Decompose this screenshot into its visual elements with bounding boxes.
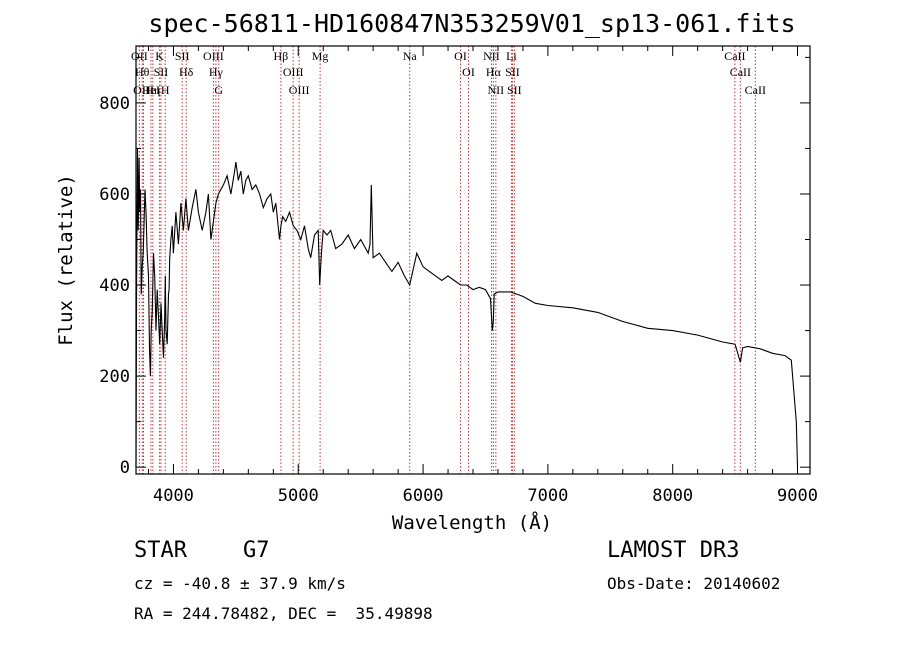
survey-name: LAMOST DR3 <box>607 538 740 563</box>
x-tick-label: 6000 <box>403 486 444 506</box>
line-label-na: Na <box>403 49 418 63</box>
line-label-mg: Mg <box>312 49 329 63</box>
line-label-g: G <box>214 83 223 97</box>
line-label-hη: Hη <box>145 83 160 97</box>
line-label-nii: NII <box>483 49 500 63</box>
line-label-h: H <box>161 83 170 97</box>
line-label-hγ: Hγ <box>209 65 224 79</box>
line-label-oi: OI <box>454 49 467 63</box>
line-label-sii: SII <box>175 49 190 63</box>
line-label-li: Li <box>506 49 517 63</box>
y-tick-label: 200 <box>99 367 130 387</box>
line-label-oiii: OIII <box>203 49 224 63</box>
coordinates: RA = 244.78482, DEC = 35.49898 <box>134 604 433 623</box>
y-tick-label: 0 <box>120 458 130 478</box>
x-axis-label: Wavelength (Å) <box>392 511 552 534</box>
line-label-hδ: Hδ <box>179 65 194 79</box>
line-label-oiii: OIII <box>289 83 310 97</box>
line-label-sii: SII <box>154 65 169 79</box>
spectral-subclass: G7 <box>243 538 270 563</box>
line-label-hθ: Hθ <box>135 65 150 79</box>
spectral-line-markers <box>138 46 756 474</box>
line-label-caii: CaII <box>745 83 766 97</box>
plot-frame <box>135 45 811 475</box>
line-label-oiii: OIII <box>283 65 304 79</box>
x-tick-label: 5000 <box>278 486 319 506</box>
y-axis: 0 200 400 600 800 <box>99 56 810 478</box>
x-tick-label: 8000 <box>652 486 693 506</box>
chart-title: spec-56811-HD160847N353259V01_sp13-061.f… <box>148 9 795 38</box>
line-label-hei: HeI <box>142 83 160 97</box>
y-axis-label: Flux (relative) <box>55 174 77 346</box>
object-class: STAR <box>134 538 187 563</box>
line-label-hβ: Hβ <box>274 49 289 63</box>
x-tick-label: 7000 <box>527 486 568 506</box>
line-label-oi: OI <box>462 65 475 79</box>
line-label-nii: NII <box>488 83 505 97</box>
x-tick-label: 9000 <box>777 486 818 506</box>
observation-date: Obs-Date: 20140602 <box>607 574 781 593</box>
line-label-sii: SII <box>505 65 520 79</box>
x-tick-label: 4000 <box>153 486 194 506</box>
line-label-caii: CaII <box>724 49 745 63</box>
y-tick-label: 400 <box>99 276 130 296</box>
line-label-oiii: OIII <box>133 83 154 97</box>
radial-velocity: cz = -40.8 ± 37.9 km/s <box>134 574 346 593</box>
x-axis: 4000 5000 6000 7000 8000 9000 <box>147 46 818 506</box>
line-label-k: K <box>155 49 164 63</box>
y-tick-label: 600 <box>99 185 130 205</box>
line-label-sii: SII <box>507 83 522 97</box>
line-label-hα: Hα <box>486 65 502 79</box>
spectrum-line <box>135 148 799 468</box>
line-label-oii: OII <box>131 49 148 63</box>
spectral-line-labels: OIIHθOIIIHeIHηKSIIHSIIHδOIIIHγGHβOIIIOII… <box>131 49 766 97</box>
y-tick-label: 800 <box>99 94 130 114</box>
line-label-caii: CaII <box>730 65 751 79</box>
